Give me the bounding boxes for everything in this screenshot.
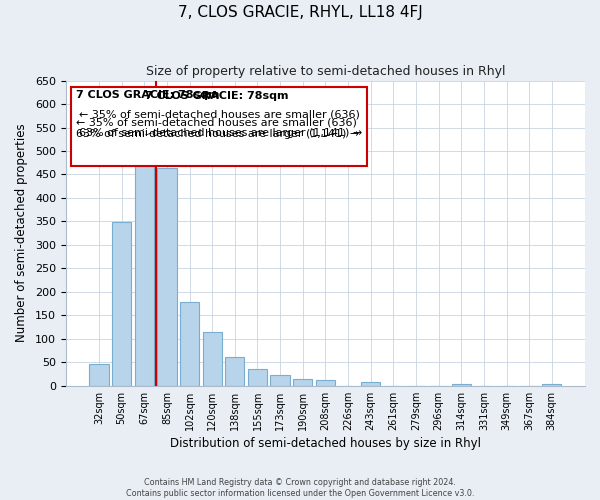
Bar	[89, 364, 109, 386]
Text: 7 CLOS GRACIE: 78sqm: 7 CLOS GRACIE: 78sqm	[76, 90, 220, 100]
Bar	[248, 369, 267, 386]
Bar	[180, 302, 199, 386]
Bar	[203, 332, 222, 386]
Bar	[225, 356, 244, 386]
Text: Contains HM Land Registry data © Crown copyright and database right 2024.
Contai: Contains HM Land Registry data © Crown c…	[126, 478, 474, 498]
Text: ← 35% of semi-detached houses are smaller (636): ← 35% of semi-detached houses are smalle…	[79, 110, 359, 120]
Bar	[542, 384, 562, 386]
Y-axis label: Number of semi-detached properties: Number of semi-detached properties	[15, 124, 28, 342]
FancyBboxPatch shape	[71, 86, 367, 166]
Bar	[361, 382, 380, 386]
Title: Size of property relative to semi-detached houses in Rhyl: Size of property relative to semi-detach…	[146, 65, 505, 78]
X-axis label: Distribution of semi-detached houses by size in Rhyl: Distribution of semi-detached houses by …	[170, 437, 481, 450]
Text: 7 CLOS GRACIE: 78sqm: 7 CLOS GRACIE: 78sqm	[145, 91, 288, 101]
Text: ← 35% of semi-detached houses are smaller (636)
63% of semi-detached houses are : ← 35% of semi-detached houses are smalle…	[76, 117, 359, 139]
Bar	[316, 380, 335, 386]
Bar	[157, 168, 176, 386]
Bar	[271, 376, 290, 386]
Bar	[452, 384, 471, 386]
Text: 63% of semi-detached houses are larger (1,141) →: 63% of semi-detached houses are larger (…	[79, 128, 362, 138]
Bar	[134, 134, 154, 386]
Text: 7, CLOS GRACIE, RHYL, LL18 4FJ: 7, CLOS GRACIE, RHYL, LL18 4FJ	[178, 5, 422, 20]
Bar	[112, 222, 131, 386]
Bar	[293, 379, 313, 386]
